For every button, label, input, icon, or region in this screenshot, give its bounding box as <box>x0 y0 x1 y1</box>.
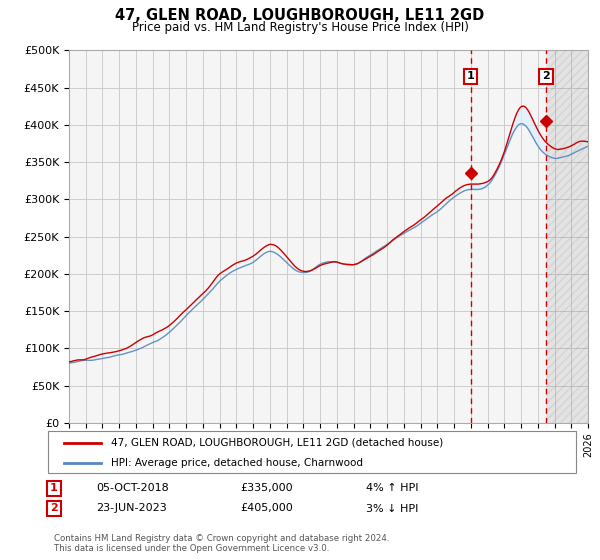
Text: 3% ↓ HPI: 3% ↓ HPI <box>366 503 418 514</box>
Text: 2: 2 <box>50 503 58 514</box>
Bar <box>546 50 588 423</box>
Text: 47, GLEN ROAD, LOUGHBOROUGH, LE11 2GD: 47, GLEN ROAD, LOUGHBOROUGH, LE11 2GD <box>115 8 485 24</box>
Text: 2: 2 <box>542 72 550 81</box>
FancyBboxPatch shape <box>48 431 576 473</box>
Text: Price paid vs. HM Land Registry's House Price Index (HPI): Price paid vs. HM Land Registry's House … <box>131 21 469 34</box>
Text: 47, GLEN ROAD, LOUGHBOROUGH, LE11 2GD (detached house): 47, GLEN ROAD, LOUGHBOROUGH, LE11 2GD (d… <box>112 438 443 448</box>
Text: HPI: Average price, detached house, Charnwood: HPI: Average price, detached house, Char… <box>112 458 364 468</box>
Text: 4% ↑ HPI: 4% ↑ HPI <box>366 483 419 493</box>
Text: 23-JUN-2023: 23-JUN-2023 <box>96 503 167 514</box>
Text: Contains HM Land Registry data © Crown copyright and database right 2024.
This d: Contains HM Land Registry data © Crown c… <box>54 534 389 553</box>
Text: £405,000: £405,000 <box>240 503 293 514</box>
Text: 1: 1 <box>50 483 58 493</box>
Text: 05-OCT-2018: 05-OCT-2018 <box>96 483 169 493</box>
Text: £335,000: £335,000 <box>240 483 293 493</box>
Text: 1: 1 <box>467 72 475 81</box>
